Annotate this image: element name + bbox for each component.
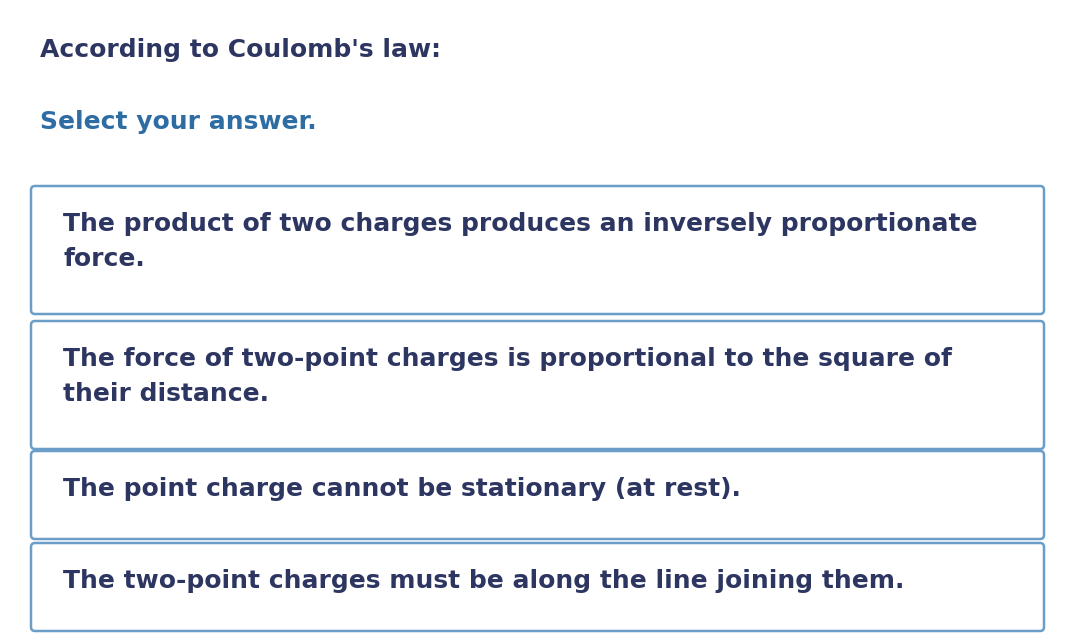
FancyBboxPatch shape — [31, 321, 1044, 449]
Text: The product of two charges produces an inversely proportionate
force.: The product of two charges produces an i… — [63, 212, 978, 272]
Text: Select your answer.: Select your answer. — [40, 110, 316, 134]
Text: The point charge cannot be stationary (at rest).: The point charge cannot be stationary (a… — [63, 477, 741, 501]
FancyBboxPatch shape — [31, 543, 1044, 631]
FancyBboxPatch shape — [31, 451, 1044, 539]
Text: The force of two-point charges is proportional to the square of
their distance.: The force of two-point charges is propor… — [63, 347, 952, 406]
FancyBboxPatch shape — [31, 186, 1044, 314]
Text: The two-point charges must be along the line joining them.: The two-point charges must be along the … — [63, 569, 904, 593]
Text: According to Coulomb's law:: According to Coulomb's law: — [40, 38, 441, 62]
